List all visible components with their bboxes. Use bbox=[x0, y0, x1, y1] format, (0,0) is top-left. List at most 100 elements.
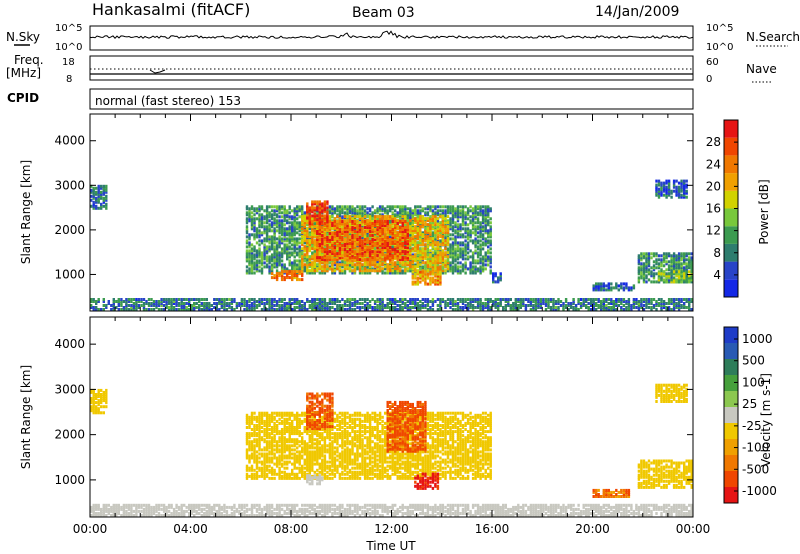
power-cell bbox=[248, 217, 251, 221]
power-cell bbox=[90, 204, 93, 208]
power-cell bbox=[283, 233, 286, 237]
power-cell bbox=[286, 239, 289, 243]
power-cell bbox=[406, 244, 409, 247]
power-cell bbox=[275, 243, 279, 247]
power-cell bbox=[341, 238, 344, 241]
power-cell bbox=[160, 302, 163, 305]
power-cell bbox=[280, 215, 284, 219]
power-cell bbox=[112, 298, 115, 301]
power-cell bbox=[487, 207, 490, 211]
power-cell bbox=[338, 256, 342, 260]
power-cell bbox=[434, 221, 437, 225]
nsky-tick-top: 10^5 bbox=[55, 23, 82, 34]
nave-tick-bottom: 0 bbox=[706, 74, 712, 85]
power-cell bbox=[401, 230, 404, 233]
power-cell bbox=[451, 243, 455, 247]
power-cell bbox=[384, 222, 387, 225]
power-cell bbox=[326, 261, 329, 265]
power-cell bbox=[258, 261, 261, 265]
power-cell bbox=[328, 215, 332, 219]
power-cell bbox=[466, 251, 470, 255]
power-cell bbox=[416, 231, 419, 235]
power-cell bbox=[255, 255, 259, 259]
power-cell bbox=[321, 258, 324, 262]
power-cell bbox=[404, 238, 407, 241]
power-cell bbox=[675, 179, 678, 183]
power-cell bbox=[424, 276, 427, 280]
power-cell bbox=[419, 259, 422, 263]
power-cell bbox=[411, 235, 414, 239]
power-cell bbox=[459, 205, 462, 209]
power-cell bbox=[431, 221, 435, 225]
power-cell bbox=[625, 286, 628, 290]
power-cell bbox=[102, 204, 105, 208]
power-cell bbox=[421, 209, 424, 213]
power-cell bbox=[373, 247, 377, 251]
power-cell bbox=[421, 241, 424, 245]
power-cell bbox=[454, 213, 457, 217]
power-cell bbox=[341, 222, 344, 225]
power-cell bbox=[424, 223, 427, 227]
power-cell bbox=[326, 267, 329, 271]
power-cell bbox=[288, 253, 291, 257]
power-cell bbox=[265, 239, 269, 243]
power-cell bbox=[343, 207, 347, 211]
power-cell bbox=[464, 211, 467, 215]
power-cell bbox=[484, 211, 487, 215]
power-cell bbox=[484, 259, 487, 263]
power-cell bbox=[429, 280, 432, 284]
power-cell bbox=[358, 250, 362, 254]
power-cell bbox=[419, 217, 422, 221]
power-cell bbox=[441, 269, 445, 273]
power-cell bbox=[424, 282, 427, 286]
power-cell bbox=[444, 231, 447, 235]
power-cell bbox=[655, 262, 658, 266]
power-cell bbox=[411, 267, 414, 271]
power-cell bbox=[454, 237, 457, 241]
power-cell bbox=[356, 247, 359, 251]
power-cell bbox=[487, 229, 490, 233]
power-cell bbox=[662, 280, 666, 284]
power-cell bbox=[441, 219, 445, 223]
power-cell bbox=[401, 247, 404, 251]
power-cell bbox=[280, 241, 284, 245]
power-cell bbox=[378, 213, 382, 217]
power-cell bbox=[683, 179, 686, 183]
power-cell bbox=[303, 213, 306, 217]
power-cell bbox=[358, 213, 362, 217]
power-cell bbox=[258, 239, 261, 243]
power-cell bbox=[253, 249, 256, 253]
power-cell bbox=[338, 252, 342, 256]
power-cell bbox=[672, 262, 676, 266]
power-cell bbox=[677, 274, 681, 278]
power-cell bbox=[283, 229, 286, 233]
power-cell bbox=[484, 251, 487, 255]
power-cell bbox=[479, 223, 482, 227]
power-cell bbox=[348, 223, 352, 227]
power-cell bbox=[436, 249, 440, 253]
power-cell bbox=[471, 221, 475, 225]
power-cell bbox=[451, 207, 455, 211]
power-cell bbox=[446, 263, 450, 267]
power-cell bbox=[391, 271, 394, 275]
power-cell bbox=[361, 254, 364, 258]
power-cell bbox=[336, 263, 339, 267]
power-cell bbox=[275, 207, 279, 211]
power-cell bbox=[356, 232, 359, 235]
power-cell bbox=[391, 220, 394, 223]
power-cell bbox=[273, 265, 276, 269]
power-cell bbox=[394, 271, 397, 275]
power-cell bbox=[313, 231, 316, 235]
power-cell bbox=[286, 272, 289, 276]
power-cell bbox=[311, 200, 314, 204]
power-cell bbox=[389, 219, 392, 223]
power-cell bbox=[326, 214, 329, 218]
power-cell bbox=[170, 308, 173, 311]
power-cell bbox=[336, 249, 339, 253]
power-cell bbox=[318, 200, 321, 204]
power-cell bbox=[378, 254, 382, 258]
power-cell bbox=[313, 267, 316, 271]
power-cell bbox=[406, 263, 409, 267]
power-cell bbox=[394, 261, 397, 265]
power-cell bbox=[296, 237, 299, 241]
